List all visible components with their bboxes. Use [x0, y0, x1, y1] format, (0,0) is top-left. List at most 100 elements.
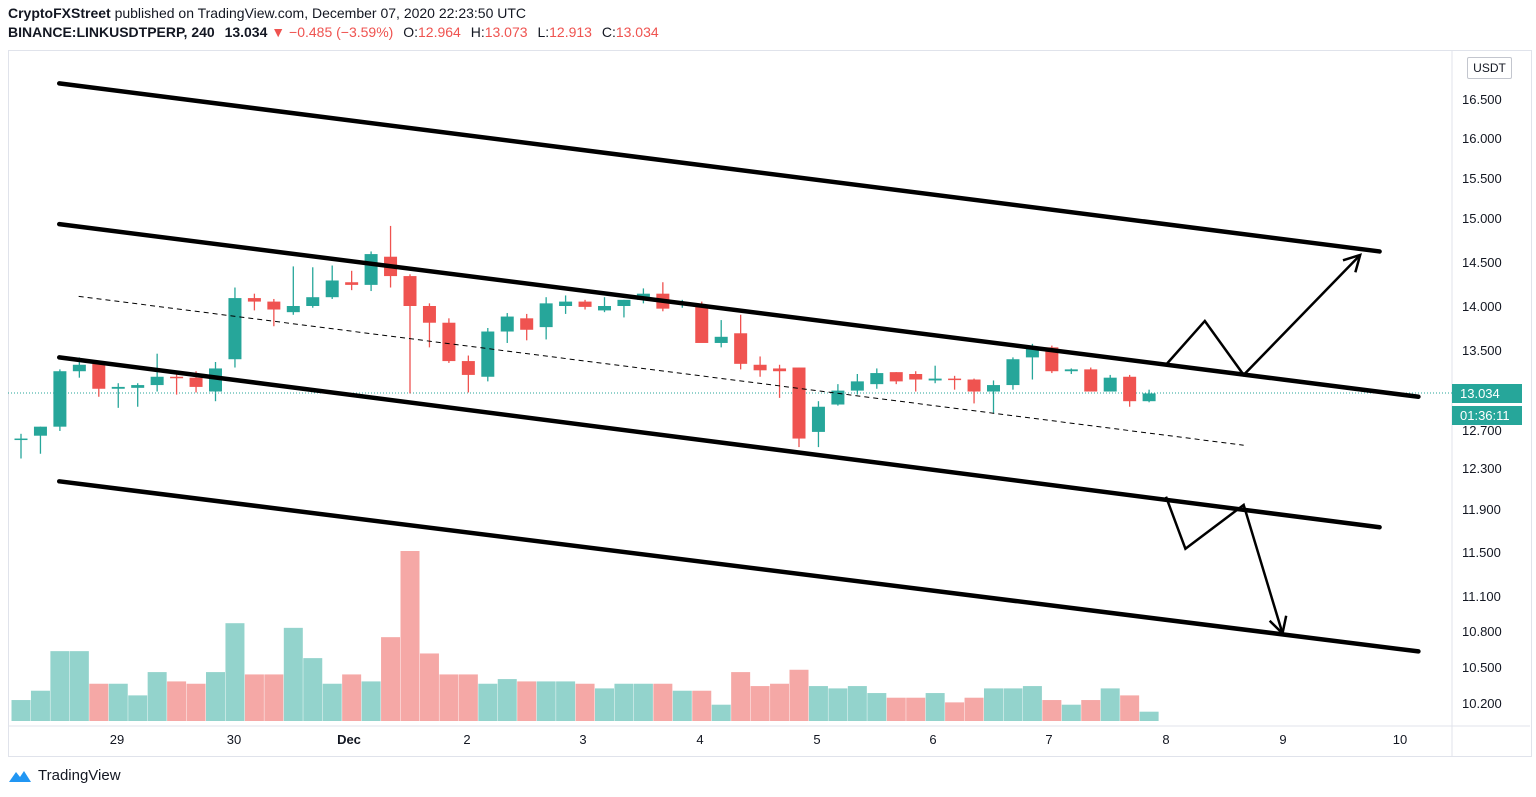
- volume-bar: [750, 686, 770, 721]
- volume-bar: [458, 674, 478, 721]
- close-label: C:: [601, 24, 616, 40]
- time-axis[interactable]: 29 30 Dec 2 3 4 5 6 7 8 9 10: [110, 732, 1407, 747]
- high-value: 13.073: [484, 24, 528, 40]
- volume-bar: [400, 551, 420, 721]
- candle-body: [1025, 347, 1039, 358]
- price-axis[interactable]: 16.500 16.000 15.500 15.000 14.500 14.000 13.5…: [1462, 92, 1502, 711]
- symbol-label[interactable]: BINANCE:LINKUSDTPERP, 240: [8, 24, 215, 40]
- volume-bar: [886, 697, 906, 721]
- candle-body: [598, 306, 611, 311]
- candle-body: [189, 377, 203, 387]
- volume-bar: [1139, 711, 1159, 721]
- drawing-lines: [57, 81, 1421, 654]
- volume-bar: [770, 683, 790, 721]
- volume-bar: [69, 651, 89, 721]
- volume-bar: [1003, 688, 1023, 721]
- volume-bar: [536, 681, 556, 721]
- candle-body: [987, 385, 1000, 392]
- time-tick-label: 9: [1279, 732, 1286, 747]
- candle-body: [228, 298, 242, 360]
- candle-body: [850, 381, 864, 391]
- publisher-name[interactable]: CryptoFXStreet: [8, 5, 111, 21]
- candle-body: [33, 426, 47, 436]
- change-down-icon: ▼: [271, 24, 286, 40]
- volume-bar: [575, 683, 595, 721]
- time-tick-label: 10: [1393, 732, 1407, 747]
- volume-bar: [867, 693, 887, 721]
- time-tick-label: 30: [227, 732, 241, 747]
- tradingview-logo[interactable]: TradingView: [8, 767, 121, 784]
- volume-bar: [1120, 695, 1140, 721]
- arrow-head: [1268, 615, 1288, 636]
- candle-body: [1142, 393, 1156, 402]
- candle-body: [72, 364, 86, 372]
- candle-body: [364, 254, 378, 285]
- candle-body: [111, 386, 125, 389]
- currency-label[interactable]: USDT: [1467, 57, 1512, 79]
- volume-bar: [945, 702, 965, 721]
- price-tick-label: 16.500: [1462, 92, 1502, 107]
- time-tick-label: 8: [1162, 732, 1169, 747]
- volume-bar: [906, 697, 926, 721]
- volume-bar: [847, 686, 867, 721]
- price-tick-label: 16.000: [1462, 131, 1502, 146]
- candle-body: [539, 303, 553, 328]
- price-tick-label: 10.800: [1462, 624, 1502, 639]
- time-tick-label: 3: [579, 732, 586, 747]
- volume-bar: [808, 686, 828, 721]
- candle-body: [1103, 377, 1117, 392]
- candle-body: [53, 371, 67, 427]
- volume-bar: [633, 683, 653, 721]
- open-value: 12.964: [418, 24, 461, 40]
- volume-bar: [342, 674, 362, 721]
- last-price-label: 13.034: [1452, 384, 1522, 403]
- volume-bar: [1081, 700, 1101, 721]
- volume-bar: [206, 672, 225, 721]
- candle-body: [714, 336, 728, 343]
- volume-bar: [50, 651, 70, 721]
- volume-bar: [89, 683, 109, 721]
- volume-bar: [1061, 704, 1081, 721]
- candle-body: [773, 368, 787, 372]
- low-value: 12.913: [549, 24, 592, 40]
- price-tick-label: 14.000: [1462, 299, 1502, 314]
- volume-bar: [322, 683, 342, 721]
- candle-body: [461, 361, 475, 375]
- candle-body: [1064, 369, 1078, 372]
- volume-bar: [186, 683, 206, 721]
- candle-body: [870, 373, 884, 385]
- volume-bar: [147, 672, 167, 721]
- time-tick-label: 2: [463, 732, 470, 747]
- volume-bar: [614, 683, 634, 721]
- close-value: 13.034: [615, 24, 659, 40]
- volume-bar: [439, 674, 459, 721]
- price-tick-label: 11.500: [1462, 545, 1501, 560]
- volume-bar: [303, 658, 323, 721]
- channel-line: [57, 221, 1421, 400]
- channel-line: [57, 355, 1382, 530]
- price-tick-label: 12.700: [1462, 423, 1502, 438]
- volume-bar: [1022, 686, 1042, 721]
- volume-bar: [556, 681, 576, 721]
- time-tick-label: Dec: [337, 732, 361, 747]
- volume-bar: [244, 674, 264, 721]
- tradingview-logo-icon: [9, 770, 31, 782]
- time-tick-label: 5: [813, 732, 820, 747]
- candle-body: [481, 331, 495, 377]
- price-tick-label: 11.900: [1462, 502, 1501, 517]
- volume-bar: [225, 623, 245, 721]
- volume-bar: [478, 683, 498, 721]
- price-tick-label: 10.500: [1462, 660, 1502, 675]
- arrow-head: [1342, 253, 1362, 273]
- candle-body: [559, 301, 573, 306]
- volume-bar: [984, 688, 1003, 721]
- volume-bar: [11, 700, 31, 721]
- low-label: L:: [537, 24, 550, 40]
- volume-bar: [672, 690, 692, 721]
- candle-body: [889, 372, 903, 382]
- candle-body: [617, 299, 631, 306]
- volume-bar: [264, 674, 284, 721]
- time-tick-label: 4: [696, 732, 703, 747]
- candle-body: [92, 363, 106, 389]
